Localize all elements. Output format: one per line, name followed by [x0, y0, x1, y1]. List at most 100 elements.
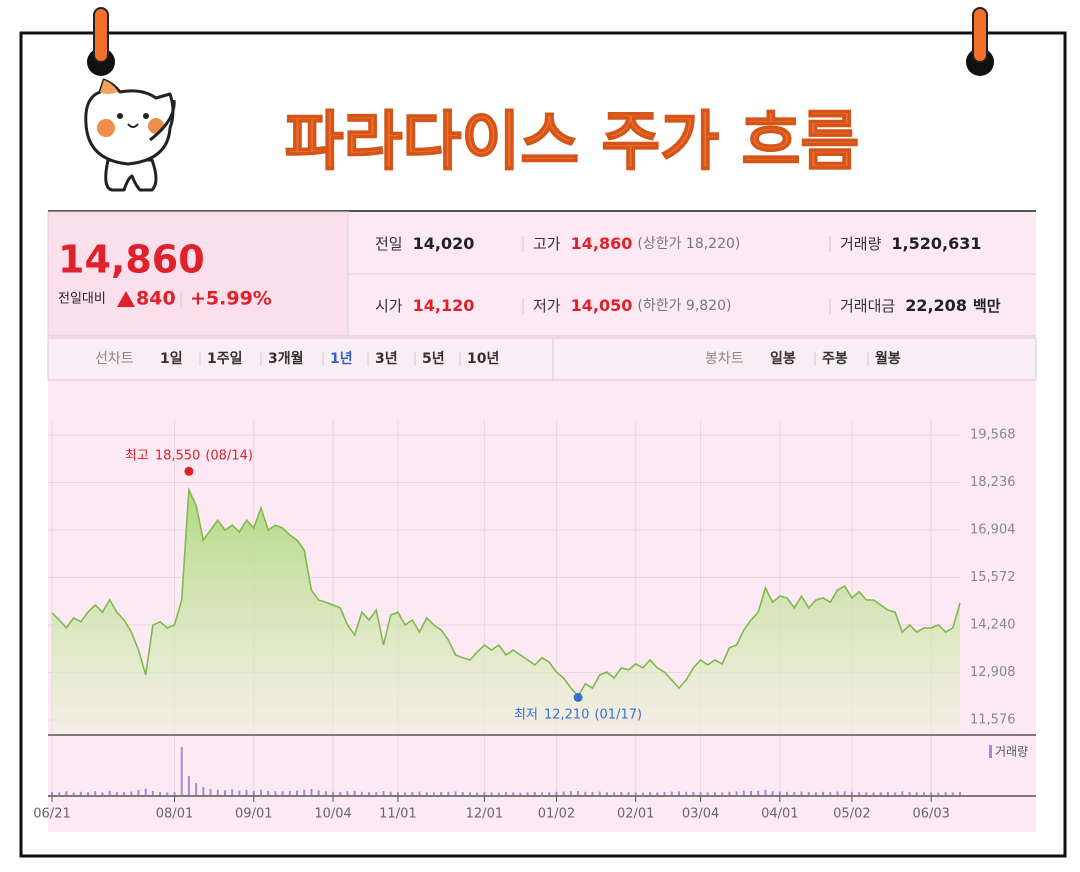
stat: 거래량 1,520,631: [840, 234, 982, 253]
tab[interactable]: 1주일: [207, 351, 243, 367]
x-tick-label: 11/01: [379, 807, 416, 822]
volume-bar: [418, 791, 421, 795]
volume-bar: [303, 789, 306, 795]
stat-label: 거래량: [840, 235, 882, 253]
volume-bar: [296, 790, 299, 795]
volume-bar: [670, 791, 673, 795]
volume-bar: [339, 792, 342, 795]
plot: [51, 486, 961, 733]
volume-bar: [677, 791, 680, 795]
tab[interactable]: 일봉: [770, 351, 796, 367]
volume-bar: [87, 792, 90, 795]
volume-bar: [404, 792, 407, 795]
volume-bar: [930, 792, 933, 795]
volume-bar: [584, 791, 587, 795]
volume-bar: [94, 791, 97, 795]
volume-bar: [605, 792, 608, 795]
volume-bar: [829, 792, 832, 795]
volume-bar: [735, 791, 738, 795]
stat-value: 22,208: [905, 296, 967, 315]
volume-bar: [706, 792, 709, 795]
stat: 저가 14,050 (하한가 9,820): [533, 296, 731, 315]
volume-bar: [742, 790, 745, 795]
tab[interactable]: 10년: [467, 351, 499, 367]
volume-bar: [879, 792, 882, 795]
volume-bar: [180, 747, 183, 795]
cat-icon: [84, 78, 176, 192]
stat-label: 시가: [375, 297, 403, 315]
volume-bar: [692, 792, 695, 795]
y-tick-label: 18,236: [970, 475, 1016, 490]
volume-bar: [425, 792, 428, 795]
tab[interactable]: 월봉: [875, 350, 901, 367]
volume-bar: [202, 787, 205, 795]
volume-bar: [541, 792, 544, 795]
volume-bar: [771, 791, 774, 795]
extreme-marker: [573, 692, 583, 702]
stat-note: (상한가 18,220): [637, 236, 740, 252]
change-percent: +5.99%: [190, 288, 272, 310]
extreme-label-name: 최저: [514, 707, 538, 722]
extreme-label-date: (01/17): [594, 707, 642, 722]
x-tick-label: 06/21: [33, 807, 70, 822]
volume-bar: [396, 792, 399, 795]
volume-bar: [252, 791, 255, 795]
extreme-label: 최저 12,210 (01/17): [514, 707, 642, 722]
y-tick-label: 12,908: [970, 665, 1016, 680]
volume-bar: [901, 791, 904, 795]
volume-bar: [713, 792, 716, 795]
volume-bar: [389, 791, 392, 795]
x-tick-label: 10/04: [314, 807, 351, 822]
volume-bar: [548, 792, 551, 795]
stat: 전일 14,020: [375, 234, 474, 253]
volume-bar: [577, 791, 580, 795]
volume-bar: [115, 792, 118, 795]
volume-bar: [555, 791, 558, 795]
volume-bar: [353, 790, 356, 795]
volume-bar: [800, 791, 803, 795]
up-arrow: [117, 291, 135, 307]
volume-bar: [786, 791, 789, 795]
volume-bar: [360, 791, 363, 795]
volume-bar: [663, 792, 666, 795]
x-tick-label: 01/02: [538, 807, 575, 822]
volume-bar: [281, 791, 284, 795]
volume-bar: [922, 792, 925, 795]
x-tick-label: 08/01: [156, 807, 193, 822]
volume-bar: [317, 790, 320, 795]
volume-bar: [764, 789, 767, 795]
price-line: [51, 486, 961, 698]
volume-bar: [728, 791, 731, 795]
tab[interactable]: 5년: [422, 351, 445, 367]
volume-bar: [79, 791, 82, 795]
volume-bar: [288, 791, 291, 795]
stat-value: 14,120: [413, 296, 475, 315]
volume-bar: [915, 792, 918, 795]
volume-bar: [757, 790, 760, 795]
volume-bar: [519, 792, 522, 795]
volume-bar: [231, 789, 234, 795]
volume-bar: [108, 790, 111, 795]
tab[interactable]: 1일: [160, 351, 183, 367]
volume-bar: [368, 792, 371, 795]
volume-bar: [620, 792, 623, 795]
extreme-label-date: (08/14): [205, 448, 253, 463]
y-tick-label: 11,576: [970, 713, 1016, 728]
volume-bar: [476, 792, 479, 795]
volume-bar: [216, 789, 219, 795]
tab[interactable]: 1년: [330, 351, 353, 367]
volume-bar: [65, 791, 68, 795]
volume-bar: [843, 791, 846, 795]
volume-bar: [468, 792, 471, 795]
volume-bar: [613, 792, 616, 795]
stat-note: (하한가 9,820): [637, 298, 731, 314]
tab[interactable]: 3년: [375, 351, 398, 367]
tab-group-label: 봉차트: [705, 351, 744, 367]
volume-bar: [505, 792, 507, 795]
volume-bar: [598, 791, 601, 795]
tab[interactable]: 3개월: [268, 350, 304, 367]
change-value: 840: [136, 288, 176, 310]
area: [52, 490, 960, 733]
tab[interactable]: 주봉: [822, 351, 848, 367]
